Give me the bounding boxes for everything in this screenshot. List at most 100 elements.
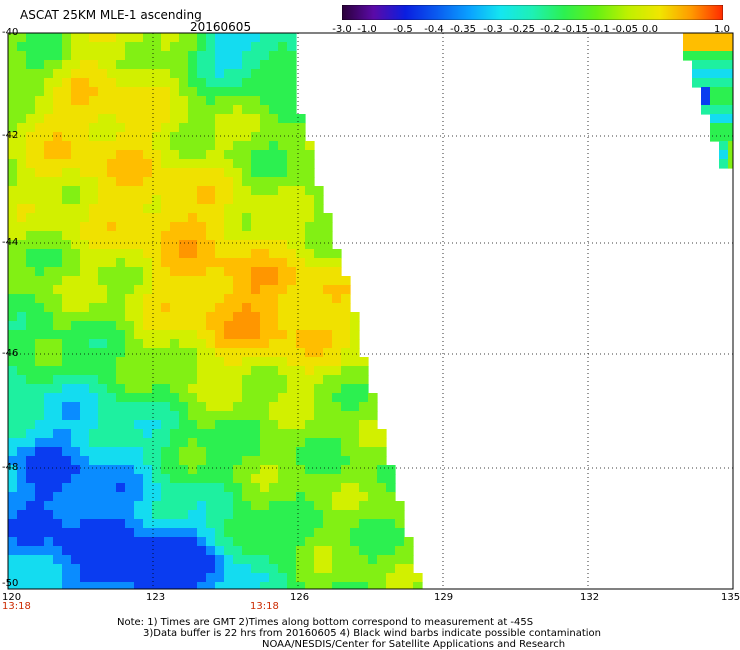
mle-cell [251,204,261,214]
mle-cell [107,249,117,259]
mle-cell [8,339,18,349]
mle-cell [125,411,135,421]
mle-cell [350,492,360,502]
mle-cell [17,555,27,565]
mle-cell [287,96,297,106]
mle-cell [242,465,252,475]
mle-cell [62,204,72,214]
mle-cell [17,312,27,322]
mle-cell [71,285,81,295]
mle-cell [53,420,63,430]
mle-cell [152,150,162,160]
mle-cell [107,510,117,520]
mle-cell [143,438,153,448]
mle-cell [134,132,144,142]
mle-cell [143,123,153,133]
mle-cell [287,465,297,475]
mle-cell [323,366,333,376]
mle-cell [314,546,324,556]
mle-cell [269,285,279,295]
mle-cell [107,447,117,457]
mle-cell [233,213,243,223]
mle-cell [197,132,207,142]
mle-cell [143,402,153,412]
mle-cell [341,474,351,484]
mle-cell [143,465,153,475]
mle-cell [53,33,63,43]
mle-cell [80,492,90,502]
mle-cell [197,231,207,241]
mle-cell [62,519,72,529]
mle-cell [98,411,108,421]
mle-cell [170,492,180,502]
mle-cell [251,276,261,286]
mle-cell [125,276,135,286]
mle-cell [89,393,99,403]
mle-cell [161,564,171,574]
mle-cell [89,159,99,169]
mle-cell [287,141,297,151]
mle-cell [197,438,207,448]
mle-cell [134,168,144,178]
mle-cell [719,150,729,160]
mle-cell [26,420,36,430]
mle-cell [170,303,180,313]
mle-cell [116,258,126,268]
mle-cell [296,420,306,430]
mle-cell [215,465,225,475]
mle-cell [143,276,153,286]
mle-cell [98,51,108,61]
mle-cell [242,69,252,79]
mle-cell [125,555,135,565]
mle-cell [71,411,81,421]
mle-cell [728,123,733,133]
mle-cell [260,186,270,196]
mle-cell [98,276,108,286]
colorbar-tick-label: -0.25 [509,24,535,35]
mle-cell [242,366,252,376]
mle-cell [17,78,27,88]
mle-cell [278,276,288,286]
mle-cell [278,420,288,430]
mle-cell [170,42,180,52]
mle-cell [44,33,54,43]
mle-cell [17,483,27,493]
mle-cell [35,402,45,412]
mle-cell [188,42,198,52]
mle-cell [134,582,144,589]
mle-cell [89,96,99,106]
mle-cell [62,177,72,187]
mle-cell [62,528,72,538]
mle-cell [260,267,270,277]
mle-cell [107,465,117,475]
mle-cell [44,501,54,511]
mle-cell [332,384,342,394]
mle-cell [206,303,216,313]
mle-cell [305,474,315,484]
mle-cell [332,573,342,583]
mle-cell [260,519,270,529]
mle-cell [314,204,324,214]
mle-cell [143,474,153,484]
mle-cell [170,447,180,457]
mle-cell [314,321,324,331]
mle-cell [323,393,333,403]
mle-cell [215,483,225,493]
mle-cell [233,294,243,304]
mle-cell [224,186,234,196]
mle-cell [323,465,333,475]
mle-cell [386,546,396,556]
mle-cell [71,582,81,589]
mle-cell [116,240,126,250]
mle-cell [62,564,72,574]
mle-cell [125,510,135,520]
mle-cell [26,186,36,196]
mle-cell [278,195,288,205]
mle-cell [269,168,279,178]
mle-cell [71,384,81,394]
mle-cell [719,132,729,142]
mle-cell [332,294,342,304]
mle-cell [332,447,342,457]
mle-cell [8,321,18,331]
mle-cell [683,33,693,43]
